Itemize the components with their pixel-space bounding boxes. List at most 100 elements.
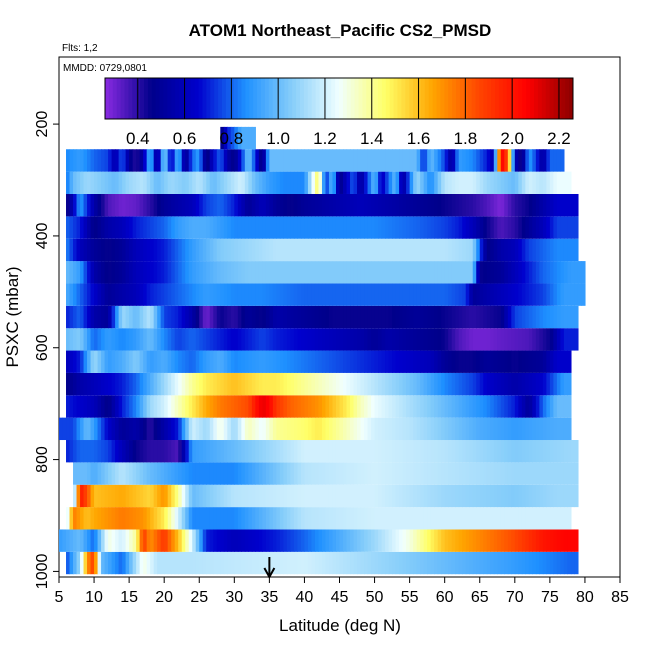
heatmap-cell: [321, 171, 327, 194]
heatmap-cell: [132, 372, 137, 396]
heatmap-cell: [223, 395, 228, 418]
heatmap-cell: [188, 484, 193, 508]
heatmap-cell: [101, 238, 106, 262]
heatmap-cell: [500, 171, 505, 194]
heatmap-cell: [265, 462, 270, 485]
heatmap-cell: [216, 193, 221, 217]
heatmap-cell: [311, 149, 316, 172]
heatmap-cell: [371, 551, 376, 575]
heatmap-cell: [507, 551, 512, 575]
heatmap-cell: [563, 417, 569, 441]
colorbar-segment: [561, 78, 566, 119]
heatmap-cell: [441, 529, 446, 552]
heatmap-cell: [350, 484, 355, 508]
heatmap-cell: [311, 462, 316, 485]
heatmap-cell: [353, 283, 358, 306]
heatmap-cell: [227, 372, 232, 396]
heatmap-cell: [234, 238, 239, 262]
heatmap-cell: [560, 484, 565, 508]
heatmap-cell: [542, 551, 547, 575]
colorbar-segment: [557, 78, 562, 119]
heatmap-cell: [357, 350, 362, 373]
heatmap-cell: [195, 305, 200, 329]
heatmap-cell: [69, 507, 74, 530]
heatmap-cell: [174, 305, 179, 329]
heatmap-cell: [546, 350, 551, 373]
heatmap-cell: [549, 238, 554, 262]
heatmap-cell: [406, 305, 411, 329]
heatmap-cell: [304, 440, 309, 463]
heatmap-cell: [560, 193, 565, 217]
heatmap-cell: [272, 372, 277, 396]
heatmap-cell: [262, 484, 267, 508]
heatmap-cell: [237, 305, 242, 329]
colorbar-segment: [393, 78, 398, 119]
heatmap-cell: [350, 507, 355, 530]
heatmap-cell: [469, 462, 474, 485]
heatmap-cell: [490, 350, 495, 373]
heatmap-cell: [462, 328, 467, 351]
heatmap-cell: [374, 350, 379, 373]
heatmap-cell: [286, 283, 292, 306]
heatmap-cell: [104, 462, 109, 485]
heatmap-cell: [374, 507, 379, 530]
heatmap-cell: [241, 126, 246, 150]
heatmap-cell: [160, 171, 165, 194]
heatmap-cell: [385, 216, 390, 239]
heatmap-cell: [427, 149, 432, 172]
heatmap-cell: [160, 372, 165, 396]
heatmap-cell: [392, 417, 397, 441]
heatmap-cell: [567, 238, 572, 262]
heatmap-cell: [476, 283, 481, 306]
heatmap-cell: [374, 417, 379, 441]
heatmap-cell: [479, 193, 484, 217]
heatmap-cell: [507, 440, 512, 463]
heatmap-cell: [216, 283, 221, 306]
colorbar-segment: [381, 78, 387, 119]
heatmap-cell: [367, 238, 372, 262]
heatmap-cell: [423, 193, 428, 217]
heatmap-cell: [318, 529, 323, 552]
colorbar-segment: [432, 78, 437, 119]
heatmap-cell: [497, 171, 502, 194]
heatmap-cell: [346, 238, 351, 262]
heatmap-cell: [251, 305, 256, 329]
heatmap-cell: [66, 551, 71, 575]
heatmap-cell: [146, 283, 151, 306]
heatmap-cell: [318, 507, 323, 530]
heatmap-cell: [479, 216, 484, 239]
colorbar-segment: [428, 78, 434, 119]
heatmap-cell: [178, 238, 183, 262]
heatmap-cell: [563, 395, 569, 418]
heatmap-cell: [150, 328, 155, 351]
heatmap-cell: [500, 507, 505, 530]
heatmap-cell: [157, 305, 162, 329]
heatmap-cell: [283, 171, 288, 194]
heatmap-cell: [514, 350, 519, 373]
heatmap-cell: [539, 551, 544, 575]
heatmap-cell: [199, 417, 204, 441]
colorbar-segment: [116, 78, 122, 119]
heatmap-cell: [549, 350, 554, 373]
heatmap-cell: [328, 171, 334, 194]
heatmap-cell: [574, 462, 579, 485]
heatmap-cell: [129, 462, 134, 485]
colorbar-segment: [506, 78, 512, 119]
heatmap-cell: [371, 261, 376, 284]
heatmap-cell: [300, 551, 306, 575]
heatmap-cell: [406, 462, 411, 485]
heatmap-cell: [395, 216, 400, 239]
heatmap-cell: [202, 372, 207, 396]
heatmap-cell: [94, 440, 99, 463]
heatmap-cell: [434, 149, 439, 172]
heatmap-cell: [476, 417, 481, 441]
heatmap-cell: [434, 328, 439, 351]
heatmap-cell: [423, 440, 428, 463]
heatmap-cell: [188, 440, 193, 463]
heatmap-cell: [399, 193, 404, 217]
heatmap-cell: [115, 440, 120, 463]
heatmap-cell: [332, 328, 337, 351]
heatmap-cell: [392, 395, 397, 418]
heatmap-cell: [118, 305, 123, 329]
heatmap-cell: [483, 507, 488, 530]
